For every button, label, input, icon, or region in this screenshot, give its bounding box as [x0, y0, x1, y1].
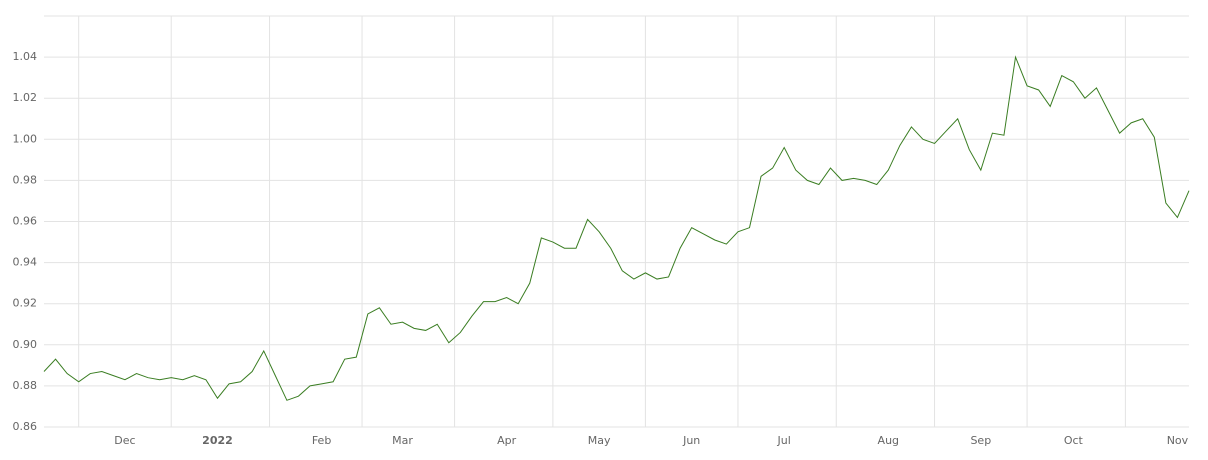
x-tick-label: Feb: [312, 434, 331, 447]
y-tick-label: 0.96: [13, 215, 38, 228]
x-tick-label: Aug: [878, 434, 899, 447]
x-tick-label: Dec: [114, 434, 135, 447]
x-tick-label: Oct: [1064, 434, 1084, 447]
y-tick-label: 0.86: [13, 420, 38, 433]
x-tick-label: Mar: [392, 434, 413, 447]
y-tick-label: 1.02: [13, 91, 38, 104]
y-tick-label: 0.98: [13, 173, 38, 186]
x-tick-label: Apr: [497, 434, 517, 447]
y-tick-label: 1.04: [13, 50, 38, 63]
y-tick-label: 0.94: [13, 256, 38, 269]
y-tick-label: 0.90: [13, 338, 38, 351]
x-tick-label: Jul: [777, 434, 791, 447]
y-tick-label: 1.00: [13, 132, 38, 145]
x-tick-label: Jun: [682, 434, 700, 447]
series-line: [43, 55, 1190, 401]
x-tick-label: May: [588, 434, 611, 447]
y-tick-label: 0.88: [13, 379, 38, 392]
y-tick-label: 0.92: [13, 297, 38, 310]
x-tick-label: 2022: [202, 434, 233, 447]
x-tick-label: Nov: [1167, 434, 1189, 447]
x-tick-label: Sep: [970, 434, 991, 447]
